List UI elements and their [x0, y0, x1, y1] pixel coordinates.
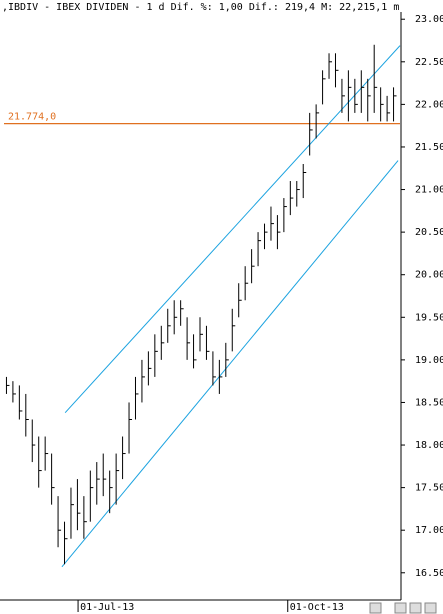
y-tick-label: 19.00	[415, 355, 443, 366]
icon[interactable]	[369, 602, 382, 614]
y-tick-label: 22.50	[415, 57, 443, 68]
icon[interactable]	[424, 602, 437, 614]
y-tick-label: 18.00	[415, 440, 443, 451]
y-tick-label: 17.50	[415, 483, 443, 494]
y-tick-label: 22.00	[415, 99, 443, 110]
chart-title: ,IBDIV - IBEX DIVIDEN - 1 d Dif. %: 1,00…	[2, 2, 399, 13]
x-tick-label: 01-Oct-13	[290, 602, 344, 613]
channel-line	[64, 45, 401, 414]
icon[interactable]	[409, 602, 422, 614]
reference-label: 21.774,0	[8, 112, 56, 123]
y-tick-label: 19.50	[415, 312, 443, 323]
x-tick-label: 01-Jul-13	[80, 602, 134, 613]
y-tick-label: 21.50	[415, 142, 443, 153]
icon[interactable]	[394, 602, 407, 614]
y-tick-label: 17.00	[415, 525, 443, 536]
y-tick-label: 21.00	[415, 185, 443, 196]
y-tick-label: 23.00	[415, 14, 443, 25]
y-tick-label: 20.50	[415, 227, 443, 238]
channel-line	[61, 160, 399, 568]
y-tick-label: 18.50	[415, 397, 443, 408]
y-tick-label: 16.50	[415, 568, 443, 579]
y-tick-label: 20.00	[415, 270, 443, 281]
